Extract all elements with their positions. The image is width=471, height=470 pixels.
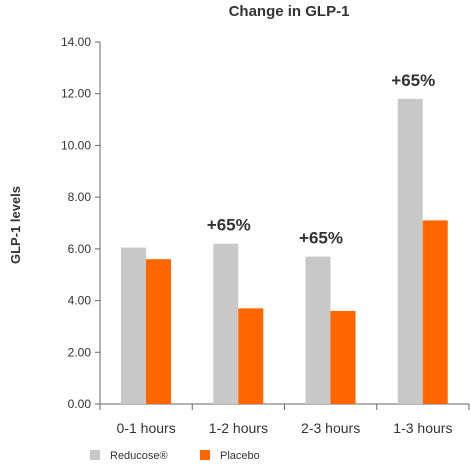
x-tick-label: 2-3 hours (301, 420, 360, 436)
annotations: +65% +65% +65% (207, 71, 435, 248)
bar-placebo (422, 220, 448, 404)
bar-placebo (330, 310, 356, 404)
legend-label-placebo: Placebo (220, 450, 260, 462)
x-tick-label: 0-1 hours (117, 420, 176, 436)
increase-annotation: +65% (391, 71, 435, 90)
y-axis: 0.00 2.00 4.00 6.00 8.00 10.00 12.00 14.00 (61, 35, 101, 411)
legend-label-reducose: Reducose® (110, 450, 168, 462)
legend-swatch-reducose (90, 450, 100, 460)
y-tick-label: 12.00 (61, 87, 91, 101)
y-tick-label: 6.00 (68, 242, 92, 256)
legend: Reducose® Placebo (90, 450, 260, 462)
chart-title: Change in GLP-1 (229, 3, 350, 20)
increase-annotation: +65% (299, 229, 343, 248)
bar-reducose (397, 98, 423, 404)
y-tick-label: 8.00 (68, 190, 92, 204)
x-axis: 0-1 hours 1-2 hours 2-3 hours 1-3 hours (99, 403, 470, 436)
bar-reducose (121, 247, 146, 404)
y-tick-label: 2.00 (68, 345, 92, 359)
y-axis-label: GLP-1 levels (8, 186, 23, 264)
y-tick-label: 10.00 (61, 138, 91, 152)
y-tick-label: 4.00 (68, 294, 92, 308)
y-tick-label: 14.00 (61, 35, 91, 49)
legend-swatch-placebo (200, 450, 210, 460)
x-tick-label: 1-3 hours (393, 420, 452, 436)
x-tick-label: 1-2 hours (209, 420, 268, 436)
bar-reducose (213, 243, 239, 404)
bar-placebo (146, 259, 171, 404)
increase-annotation: +65% (207, 216, 251, 235)
y-tick-label: 0.00 (68, 397, 92, 411)
bars (121, 98, 448, 404)
bar-placebo (238, 308, 264, 404)
bar-reducose (305, 256, 331, 404)
